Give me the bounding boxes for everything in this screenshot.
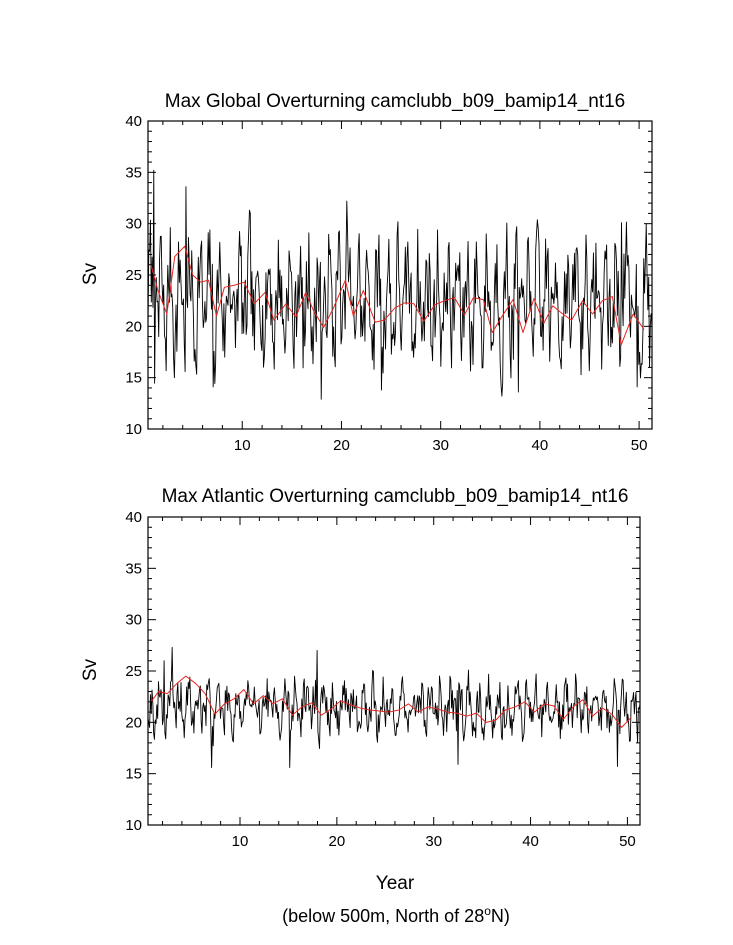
footer-note-superscript: o [484, 904, 491, 918]
atlantic-y-tick-label: 20 [125, 714, 142, 731]
atlantic-x-tick-label: 30 [425, 833, 442, 850]
global-y-tick-label: 10 [125, 421, 142, 438]
atlantic-x-tick-label: 50 [619, 833, 636, 850]
atlantic-y-axis-label: Sv [80, 658, 101, 681]
footer-note-prefix: (below 500m, North of 28 [282, 906, 484, 926]
atlantic-chart-title: Max Atlantic Overturning camclubb_b09_ba… [162, 486, 629, 507]
global-y-tick-label: 15 [125, 370, 142, 387]
atlantic-x-tick-label: 10 [232, 833, 249, 850]
global-y-tick-label: 25 [125, 267, 142, 284]
global-series-annual-mean [150, 245, 645, 346]
atlantic-plot-area: 10 15 20 25 30 35 40 10 20 30 40 50 [125, 509, 641, 850]
atlantic-x-tick-label: 20 [329, 833, 346, 850]
global-plot-area: 10 15 20 25 30 35 40 10 20 30 40 50 [125, 113, 653, 454]
global-y-tick-label: 35 [125, 164, 142, 181]
footer-note: (below 500m, North of 28oN) [282, 904, 510, 926]
footer-note-suffix: N) [491, 906, 510, 926]
atlantic-y-tick-label: 35 [125, 560, 142, 577]
global-y-tick-label: 30 [125, 216, 142, 233]
global-x-tick-label: 10 [234, 437, 251, 454]
atlantic-y-tick-label: 25 [125, 663, 142, 680]
global-y-tick-label: 20 [125, 318, 142, 335]
global-y-axis-label: Sv [80, 262, 101, 285]
atlantic-series-monthly [148, 646, 640, 768]
atlantic-y-tick-label: 10 [125, 817, 142, 834]
global-series-monthly [148, 169, 652, 400]
global-overturning-panel: Max Global Overturning camclubb_b09_bami… [80, 91, 653, 454]
atlantic-plot-frame [147, 516, 641, 826]
global-x-tick-label: 30 [432, 437, 449, 454]
global-y-tick-label: 40 [125, 113, 142, 130]
atlantic-series-annual-mean [150, 675, 632, 728]
atlantic-x-axis-label: Year [376, 873, 415, 894]
atlantic-y-tick-label: 40 [125, 509, 142, 526]
atlantic-y-tick-label: 30 [125, 612, 142, 629]
global-x-tick-label: 20 [333, 437, 350, 454]
global-chart-title: Max Global Overturning camclubb_b09_bami… [165, 91, 626, 112]
atlantic-overturning-panel: Max Atlantic Overturning camclubb_b09_ba… [80, 486, 641, 894]
global-x-tick-label: 50 [631, 437, 648, 454]
atlantic-x-tick-label: 40 [522, 833, 539, 850]
global-plot-frame [147, 120, 653, 430]
global-x-tick-label: 40 [532, 437, 549, 454]
atlantic-y-tick-label: 15 [125, 766, 142, 783]
